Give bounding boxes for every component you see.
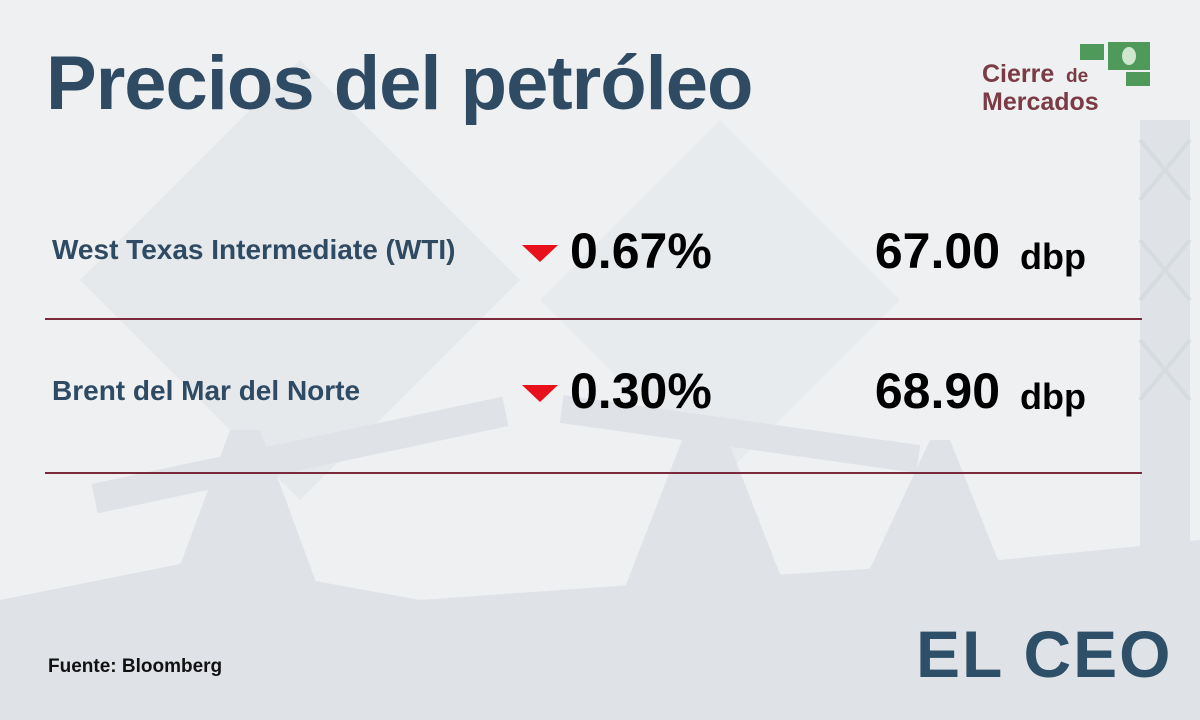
row-name: Brent del Mar del Norte	[52, 375, 361, 406]
badge-text: Cierre	[982, 60, 1055, 88]
down-arrow	[522, 385, 558, 402]
row-change: 0.30%	[570, 363, 712, 419]
row-price: 68.90	[874, 363, 1000, 419]
down-arrow	[522, 245, 558, 262]
logo: EL CEO	[916, 617, 1173, 691]
row-name: West Texas Intermediate (WTI)	[52, 234, 456, 265]
title: Precios del petróleo	[46, 41, 753, 126]
divider	[45, 472, 1142, 474]
badge-text: de	[1066, 66, 1089, 87]
row-unit: dbp	[1020, 376, 1086, 417]
row-price: 67.00	[874, 223, 1000, 279]
source: Fuente: Bloomberg	[48, 656, 223, 677]
row-change: 0.67%	[570, 223, 712, 279]
row-unit: dbp	[1020, 236, 1086, 277]
money-icon	[1080, 42, 1150, 86]
badge-text: Mercados	[982, 88, 1099, 116]
divider	[45, 318, 1142, 320]
